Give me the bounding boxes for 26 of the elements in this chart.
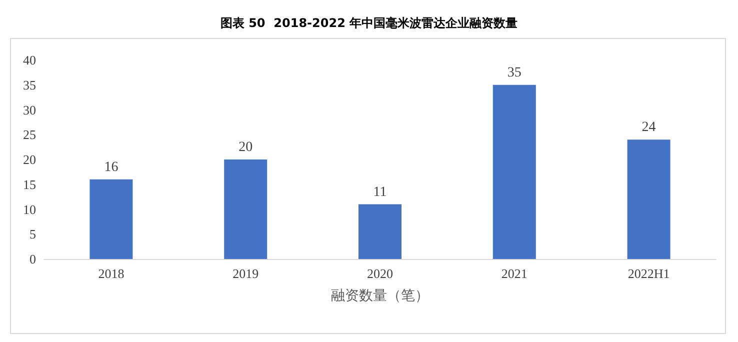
y-tick-label: 15 <box>23 176 36 192</box>
bar <box>90 179 133 259</box>
y-tick-label: 0 <box>30 252 36 266</box>
x-tick-label: 2022H1 <box>628 266 670 281</box>
x-tick-label: 2019 <box>232 266 259 281</box>
x-tick-label: 2018 <box>98 266 124 281</box>
x-tick-label: 2021 <box>501 266 528 281</box>
data-label: 35 <box>507 65 522 80</box>
y-tick-label: 10 <box>23 202 36 217</box>
chart-title: 图表 50 2018-2022 年中国毫米波雷达企业融资数量 <box>220 16 518 30</box>
y-tick-label: 35 <box>23 77 36 92</box>
y-tick-label: 5 <box>30 226 36 242</box>
bar <box>492 84 536 259</box>
y-tick-label: 30 <box>23 102 36 118</box>
data-label: 20 <box>238 140 253 155</box>
y-tick-label: 25 <box>23 127 36 142</box>
bar <box>358 204 402 259</box>
data-label: 11 <box>373 184 387 200</box>
y-tick-label: 20 <box>23 152 36 167</box>
data-label: 16 <box>104 160 118 175</box>
x-tick-label: 2020 <box>367 266 393 281</box>
data-label: 24 <box>642 120 656 136</box>
x-axis-title: 融资数量（笔） <box>331 288 429 304</box>
bar <box>627 140 670 259</box>
bar <box>224 160 268 259</box>
y-tick-label: 40 <box>23 52 36 68</box>
